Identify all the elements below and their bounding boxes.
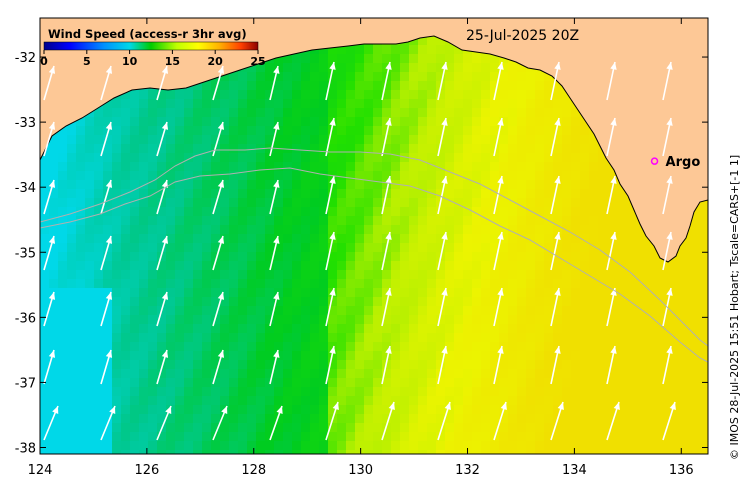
y-tick-label: -37 bbox=[15, 376, 36, 391]
argo-float-marker bbox=[650, 157, 659, 165]
bathymetry-contours bbox=[40, 147, 708, 363]
colorbar-tick-label: 25 bbox=[250, 55, 265, 68]
colorbar: Wind Speed (access-r 3hr avg) 0 5 10 15 20 25 bbox=[40, 27, 265, 68]
x-tick-label: 126 bbox=[134, 463, 159, 478]
y-tick-label: -35 bbox=[15, 246, 36, 261]
colorbar-tick-label: 10 bbox=[122, 55, 138, 68]
x-tick-label: 136 bbox=[669, 463, 694, 478]
y-tick-label: -36 bbox=[15, 311, 36, 326]
y-tick-label: -38 bbox=[15, 441, 36, 456]
y-tick-label: -34 bbox=[15, 181, 36, 196]
x-tick-label: 132 bbox=[455, 463, 480, 478]
timestamp: 25-Jul-2025 20Z bbox=[466, 28, 579, 44]
y-tick-label: -33 bbox=[15, 116, 36, 131]
colorbar-tick-label: 20 bbox=[208, 55, 224, 68]
x-axis: 124 126 128 130 132 134 136 bbox=[28, 18, 694, 478]
x-tick-label: 124 bbox=[28, 463, 53, 478]
colorbar-gradient bbox=[43, 41, 259, 51]
x-tick-label: 130 bbox=[348, 463, 373, 478]
y-tick-label: -32 bbox=[15, 51, 36, 66]
colorbar-title: Wind Speed (access-r 3hr avg) bbox=[48, 27, 247, 41]
colorbar-tick-label: 15 bbox=[165, 55, 180, 68]
wind-vector-arrows bbox=[43, 61, 676, 441]
y-axis: -32 -33 -34 -35 -36 -37 -38 bbox=[15, 51, 708, 456]
plot-frame bbox=[39, 17, 709, 455]
land-mass bbox=[40, 18, 708, 263]
colorbar-tick-label: 0 bbox=[40, 55, 48, 68]
x-tick-label: 128 bbox=[241, 463, 266, 478]
argo-label: Argo bbox=[666, 155, 701, 170]
credit-text: © IMOS 28-Jul-2025 15:51 Hobart; Tscale=… bbox=[728, 155, 741, 460]
x-tick-label: 134 bbox=[562, 463, 587, 478]
colorbar-tick-label: 5 bbox=[83, 55, 91, 68]
